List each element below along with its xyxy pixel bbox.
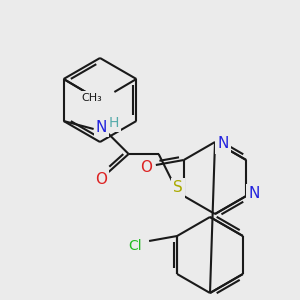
Text: N: N <box>96 119 107 134</box>
Text: O: O <box>140 160 152 175</box>
Text: O: O <box>94 172 106 188</box>
Text: Cl: Cl <box>128 239 142 253</box>
Text: CH₃: CH₃ <box>81 93 102 103</box>
Text: N: N <box>217 136 229 152</box>
Text: N: N <box>248 187 260 202</box>
Text: H: H <box>108 116 119 130</box>
Text: S: S <box>173 181 182 196</box>
